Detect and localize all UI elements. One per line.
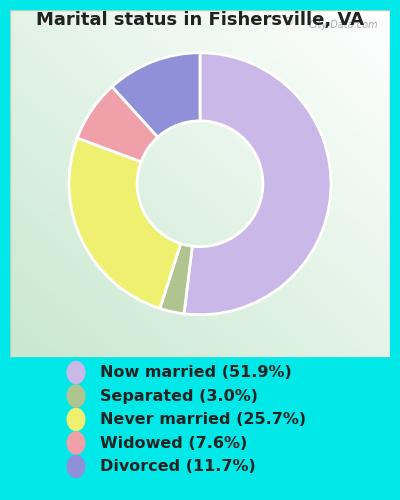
Wedge shape	[77, 86, 158, 162]
Wedge shape	[184, 52, 331, 314]
Text: Now married (51.9%): Now married (51.9%)	[100, 365, 292, 380]
Text: Marital status in Fishersville, VA: Marital status in Fishersville, VA	[36, 11, 364, 29]
Wedge shape	[112, 52, 200, 137]
Wedge shape	[69, 138, 181, 308]
Text: Divorced (11.7%): Divorced (11.7%)	[100, 459, 256, 474]
Wedge shape	[160, 244, 192, 314]
Text: ☉: ☉	[284, 17, 294, 27]
Text: Separated (3.0%): Separated (3.0%)	[100, 388, 258, 404]
Text: City-Data.com: City-Data.com	[309, 20, 378, 30]
Text: Widowed (7.6%): Widowed (7.6%)	[100, 436, 247, 450]
Text: Never married (25.7%): Never married (25.7%)	[100, 412, 306, 427]
